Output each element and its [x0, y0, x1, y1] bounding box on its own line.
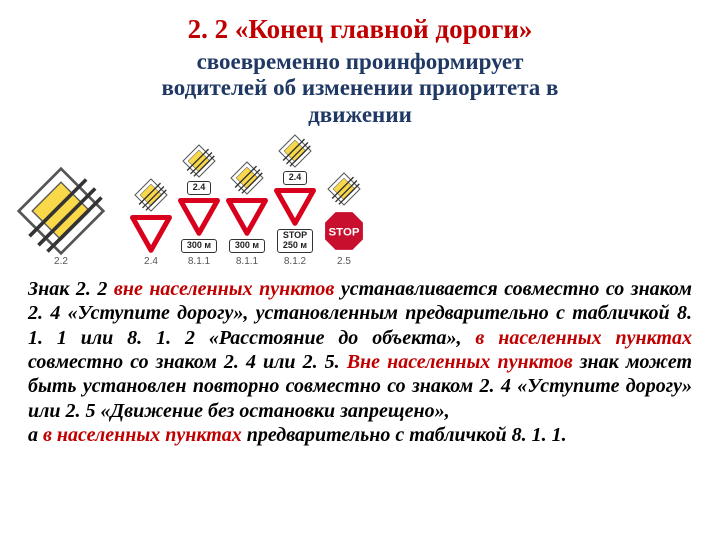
svg-text:STOP: STOP	[329, 226, 360, 238]
text-emphasis: в населенных пунктах	[475, 327, 692, 349]
text-run: совместно со знаком 2. 4 или 2. 5.	[28, 351, 347, 373]
distance-plate: 300 м	[229, 239, 265, 253]
subtitle-line: водителей об изменении приоритета в	[162, 75, 559, 100]
text-run: предварительно с табличкой 8. 1. 1.	[247, 424, 567, 446]
sign-label: 2.2	[54, 256, 68, 267]
subtitle-line: движении	[308, 102, 412, 127]
priority-end-sign-icon	[278, 134, 312, 168]
priority-end-sign-icon	[134, 178, 168, 212]
priority-end-sign-icon	[327, 172, 361, 206]
text-run: а	[28, 424, 43, 446]
page-subtitle: своевременно проинформирует водителей об…	[28, 49, 692, 128]
sign-label: 8.1.1	[236, 256, 258, 267]
text-emphasis: вне населенных пунктов	[114, 278, 334, 300]
sign-label: 8.1.1	[188, 256, 210, 267]
stop-sign-icon: STOP	[322, 209, 366, 253]
text-run: Знак 2. 2	[28, 278, 114, 300]
distance-plate: 300 м	[181, 239, 217, 253]
sign-column: 2.4 300 м 8.1.1	[178, 144, 220, 267]
sign-column: 300 м 8.1.1	[226, 161, 268, 267]
sign-column: 2.4 STOP250 м 8.1.2	[274, 134, 316, 266]
yield-sign-icon	[178, 198, 220, 236]
yield-sign-icon	[226, 198, 268, 236]
text-emphasis: в населенных пунктах	[43, 424, 242, 446]
body-paragraph: Знак 2. 2 вне населенных пунктов устанав…	[28, 277, 692, 448]
main-sign-column: 2.2	[16, 166, 106, 267]
sign-label: 2.5	[337, 256, 351, 267]
sign-column: STOP 2.5	[322, 172, 366, 267]
text-emphasis: Вне населенных пунктов	[347, 351, 573, 373]
distance-plate: 2.4	[187, 181, 212, 195]
signs-row: 2.2 2.4 2.4 300 м 8.1.1 300 м 8.1.1	[28, 134, 692, 266]
yield-sign-icon	[130, 215, 172, 253]
priority-end-sign-icon	[230, 161, 264, 195]
distance-plate: 2.4	[283, 171, 308, 185]
yield-sign-icon	[274, 188, 316, 226]
priority-end-sign-icon	[182, 144, 216, 178]
priority-end-sign-icon	[16, 166, 106, 256]
sign-label: 8.1.2	[284, 256, 306, 267]
subtitle-line: своевременно проинформирует	[197, 49, 524, 74]
sign-label: 2.4	[144, 256, 158, 267]
sign-column: 2.4	[130, 178, 172, 267]
distance-plate: STOP250 м	[277, 229, 313, 253]
page-title: 2. 2 «Конец главной дороги»	[28, 14, 692, 45]
